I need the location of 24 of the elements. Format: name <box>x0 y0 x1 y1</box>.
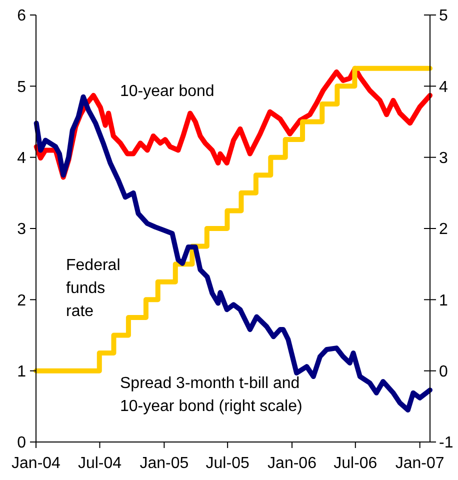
y2-tick-label: 0 <box>439 363 448 380</box>
x-tick-label: Jan-07 <box>395 455 444 472</box>
y2-tick-label: 3 <box>439 150 448 167</box>
x-tick-label: Jul-05 <box>206 455 250 472</box>
y2-tick-label: 5 <box>439 8 448 25</box>
y2-tick-label: 1 <box>439 292 448 310</box>
y-tick-label: 0 <box>17 434 26 452</box>
y-tick-label: 3 <box>17 221 26 238</box>
y2-tick-label: 2 <box>439 221 448 238</box>
x-tick-label: Jan-06 <box>268 455 317 472</box>
y2-tick-label: 4 <box>439 78 448 96</box>
series-label: Spread 3-month t-bill and 10-year bond (right scale) <box>120 375 302 415</box>
y-tick-label: 6 <box>17 8 26 25</box>
series-label: Federal funds rate <box>66 257 120 320</box>
y2-tick-label: -1 <box>439 434 454 452</box>
x-tick-label: Jan-05 <box>140 455 189 472</box>
x-tick-label: Jan-04 <box>12 455 61 472</box>
y-tick-label: 2 <box>17 292 26 310</box>
x-tick-label: Jul-04 <box>78 455 122 472</box>
series-label: 10-year bond <box>120 83 214 100</box>
y-tick-label: 5 <box>17 78 26 96</box>
y-tick-label: 1 <box>17 363 26 380</box>
x-tick-label: Jul-06 <box>334 455 378 472</box>
y-tick-label: 4 <box>17 150 26 167</box>
